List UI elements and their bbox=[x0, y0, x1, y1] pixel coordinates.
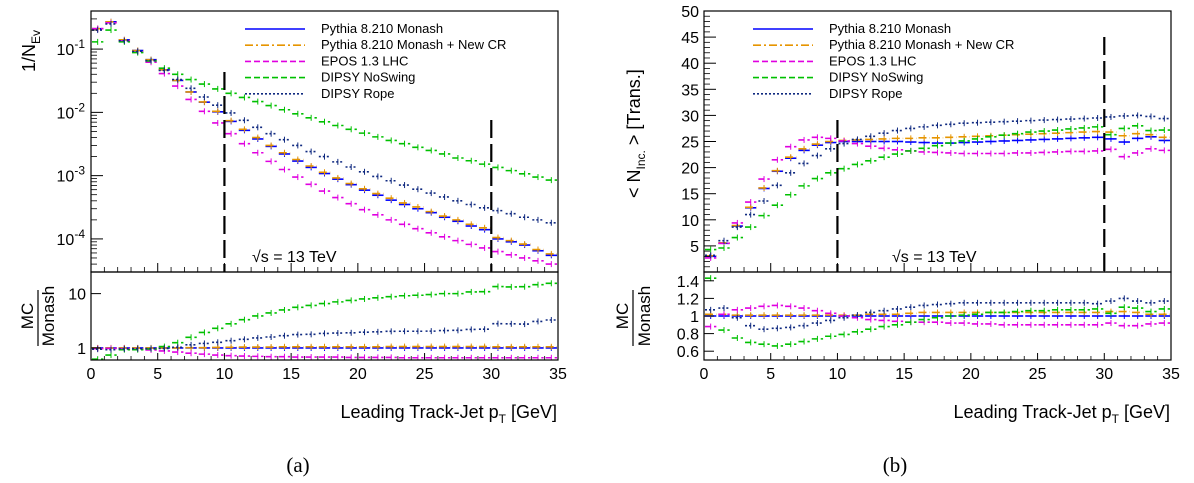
x-tick-label: 5 bbox=[153, 366, 162, 383]
x-tick-label: 20 bbox=[349, 366, 367, 383]
legend-entry: Pythia 8.210 Monash bbox=[829, 21, 951, 36]
panel-a-ratio-y-axis-label: MC Monash bbox=[18, 286, 58, 346]
panel-b-ratio-y-axis-label: MC Monash bbox=[613, 286, 654, 346]
ratio-y-tick-label: 10 bbox=[68, 287, 86, 304]
x-tick-label: 30 bbox=[482, 366, 500, 383]
legend-entry: EPOS 1.3 LHC bbox=[321, 53, 408, 68]
y-tick-label: 45 bbox=[681, 30, 699, 47]
x-tick-label: 0 bbox=[87, 366, 96, 383]
svg-text:Monash: Monash bbox=[635, 286, 654, 346]
svg-text:MC: MC bbox=[18, 303, 37, 329]
series-4 bbox=[705, 122, 1170, 349]
y-tick-label: 10-3 bbox=[57, 164, 86, 186]
panel-a-ratio-frame bbox=[90, 271, 559, 361]
y-tick-label: 10-1 bbox=[57, 37, 86, 59]
svg-text:MC: MC bbox=[613, 303, 632, 329]
panel-a-y-axis-label: 1/NEv bbox=[19, 30, 43, 72]
y-tick-label: 50 bbox=[681, 4, 699, 21]
panel-a-energy-label: √s = 13 TeV bbox=[252, 249, 337, 266]
x-tick-label: 35 bbox=[549, 366, 567, 383]
panel-a-x-axis-label: Leading Track-Jet pT [GeV] bbox=[341, 402, 557, 426]
panel-b: 0 5 10 15 20 25 30 3551015202530354045500.60.81… bbox=[613, 4, 1180, 477]
y-tick-label: 10-4 bbox=[57, 227, 86, 249]
x-tick-label: 0 bbox=[700, 366, 709, 383]
legend-entry: DIPSY Rope bbox=[829, 86, 902, 101]
svg-text:Monash: Monash bbox=[39, 286, 58, 346]
panel-b-caption: (b) bbox=[883, 453, 908, 477]
x-tick-label: 5 bbox=[766, 366, 775, 383]
x-tick-label: 15 bbox=[282, 366, 300, 383]
panel-a-axes: 0 5 10 15 20 25 30 35 10-4 10-3 10-2 10-1 1 10 bbox=[57, 10, 567, 383]
y-tick-label: 10 bbox=[681, 213, 699, 230]
panel-a-caption: (a) bbox=[286, 453, 309, 477]
x-tick-label: 30 bbox=[1095, 366, 1113, 383]
panel-b-series-layer bbox=[705, 112, 1170, 349]
y-tick-label: 30 bbox=[681, 108, 699, 125]
y-tick-label: 20 bbox=[681, 161, 699, 178]
ratio-y-tick-label: 1.2 bbox=[677, 291, 699, 308]
legend-entry: DIPSY NoSwing bbox=[829, 70, 923, 85]
y-tick-label: 35 bbox=[681, 82, 699, 99]
ratio-y-tick-label: 0.8 bbox=[677, 327, 699, 344]
x-tick-label: 35 bbox=[1162, 366, 1180, 383]
panel-b-energy-label: √s = 13 TeV bbox=[892, 249, 977, 266]
legend-entry: DIPSY NoSwing bbox=[321, 70, 415, 85]
series-3 bbox=[705, 134, 1170, 330]
y-tick-label: 5 bbox=[690, 239, 699, 256]
series-1 bbox=[705, 133, 1170, 319]
x-tick-label: 10 bbox=[829, 366, 847, 383]
y-tick-label: 10-2 bbox=[57, 100, 86, 122]
series-5 bbox=[705, 112, 1170, 333]
y-tick-label: 40 bbox=[681, 56, 699, 73]
legend-entry: Pythia 8.210 Monash + New CR bbox=[321, 37, 506, 52]
legend-entry: Pythia 8.210 Monash bbox=[321, 21, 443, 36]
ratio-y-tick-label: 0.6 bbox=[677, 344, 699, 361]
legend-entry: EPOS 1.3 LHC bbox=[829, 53, 916, 68]
legend-entry: Pythia 8.210 Monash + New CR bbox=[829, 37, 1014, 52]
panel-b-y-axis-label: < NInc. > [Trans.] bbox=[624, 69, 648, 198]
ratio-y-tick-label: 1.4 bbox=[677, 274, 699, 291]
x-tick-label: 10 bbox=[216, 366, 234, 383]
ratio-y-tick-label: 1 bbox=[690, 309, 699, 326]
series-2 bbox=[705, 128, 1170, 319]
series-5 bbox=[92, 20, 557, 353]
legend-entry: DIPSY Rope bbox=[321, 86, 394, 101]
x-tick-label: 25 bbox=[416, 366, 434, 383]
panel-b-x-axis-label: Leading Track-Jet pT [GeV] bbox=[954, 402, 1170, 426]
x-tick-label: 15 bbox=[895, 366, 913, 383]
ratio-y-tick-label: 1 bbox=[77, 341, 86, 358]
y-tick-label: 25 bbox=[681, 135, 699, 152]
y-tick-label: 15 bbox=[681, 187, 699, 204]
x-tick-label: 20 bbox=[962, 366, 980, 383]
panel-a-series-layer bbox=[92, 18, 557, 361]
panel-a: 0 5 10 15 20 25 30 35 10-4 10-3 10-2 10-1 1 10 Pythia… bbox=[18, 10, 567, 477]
panel-b-axes: 0 5 10 15 20 25 30 3551015202530354045500.60.81… bbox=[677, 4, 1180, 383]
x-tick-label: 25 bbox=[1029, 366, 1047, 383]
